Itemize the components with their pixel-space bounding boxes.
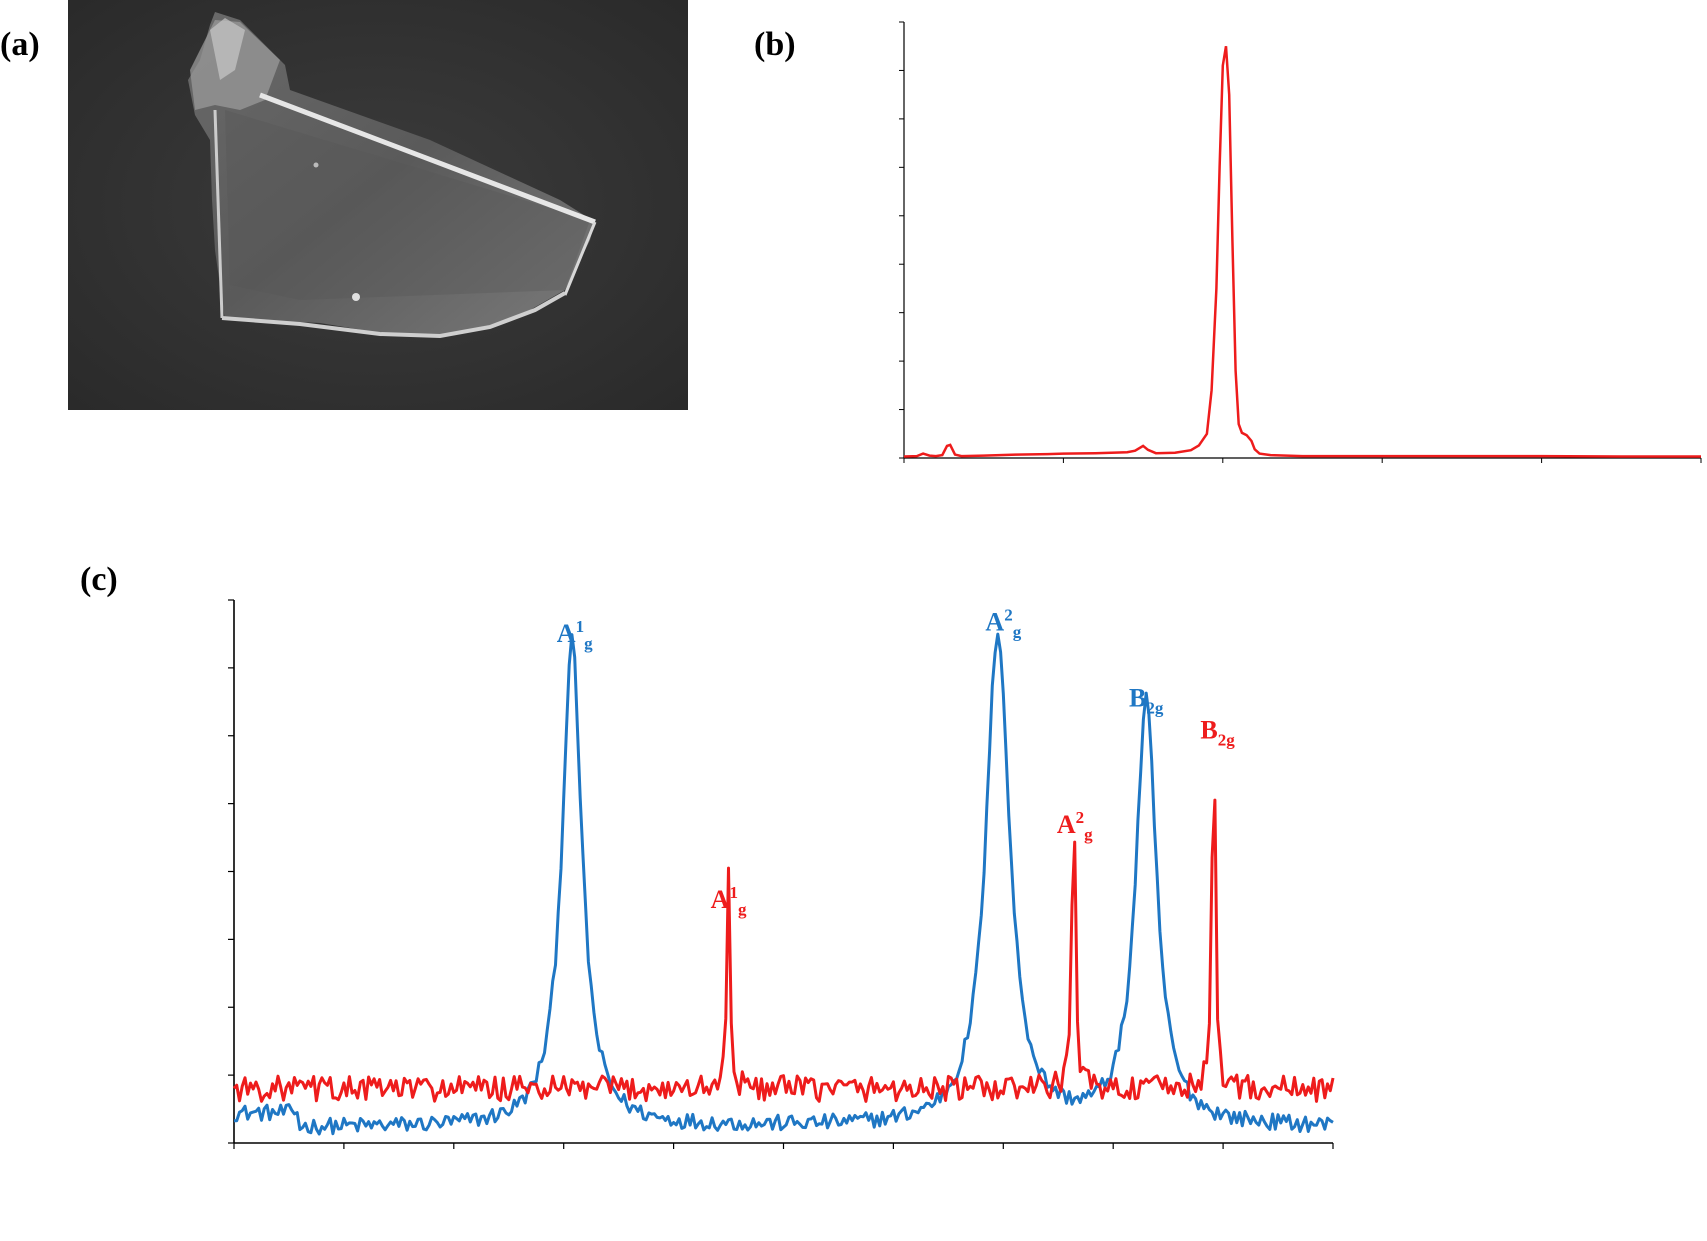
peak-label-sup: 1 — [576, 617, 585, 636]
b-series-line — [903, 45, 1701, 458]
c-peak-label: A1g — [711, 883, 747, 919]
c-peak-label: A2g — [1057, 808, 1093, 844]
peak-label-sub: g — [584, 634, 593, 653]
peak-label-sub: g — [1084, 825, 1093, 844]
sem-image — [68, 0, 688, 410]
c-peak-label: B2g — [1200, 715, 1235, 749]
peak-label-sub: 2g — [1146, 699, 1164, 718]
peak-label-sup: 1 — [729, 883, 738, 902]
c-series-line-1 — [232, 798, 1335, 1103]
peak-label-base: A — [557, 619, 576, 648]
crystal-flake — [188, 12, 595, 335]
peak-label-base: A — [711, 885, 730, 914]
peak-label-base: B — [1200, 715, 1217, 744]
c-peak-label: A1g — [557, 617, 593, 653]
panel-c-label: (c) — [80, 561, 118, 598]
peak-label-sub: 2g — [1218, 730, 1236, 749]
peak-label-base: B — [1129, 684, 1146, 713]
c-series-line-0 — [234, 632, 1334, 1136]
peak-label-sub: g — [1013, 623, 1022, 642]
panel-a-label: (a) — [0, 26, 40, 63]
c-peak-label: B2g — [1129, 684, 1164, 718]
peak-label-sup: 2 — [1004, 606, 1013, 625]
c-peak-label: A2g — [985, 606, 1021, 642]
peak-label-sub: g — [738, 900, 747, 919]
peak-label-base: A — [985, 608, 1004, 637]
edx-chart — [899, 21, 1702, 463]
peak-label-base: A — [1057, 810, 1076, 839]
panel-b-label: (b) — [754, 26, 796, 63]
peak-label-sup: 2 — [1076, 808, 1085, 827]
